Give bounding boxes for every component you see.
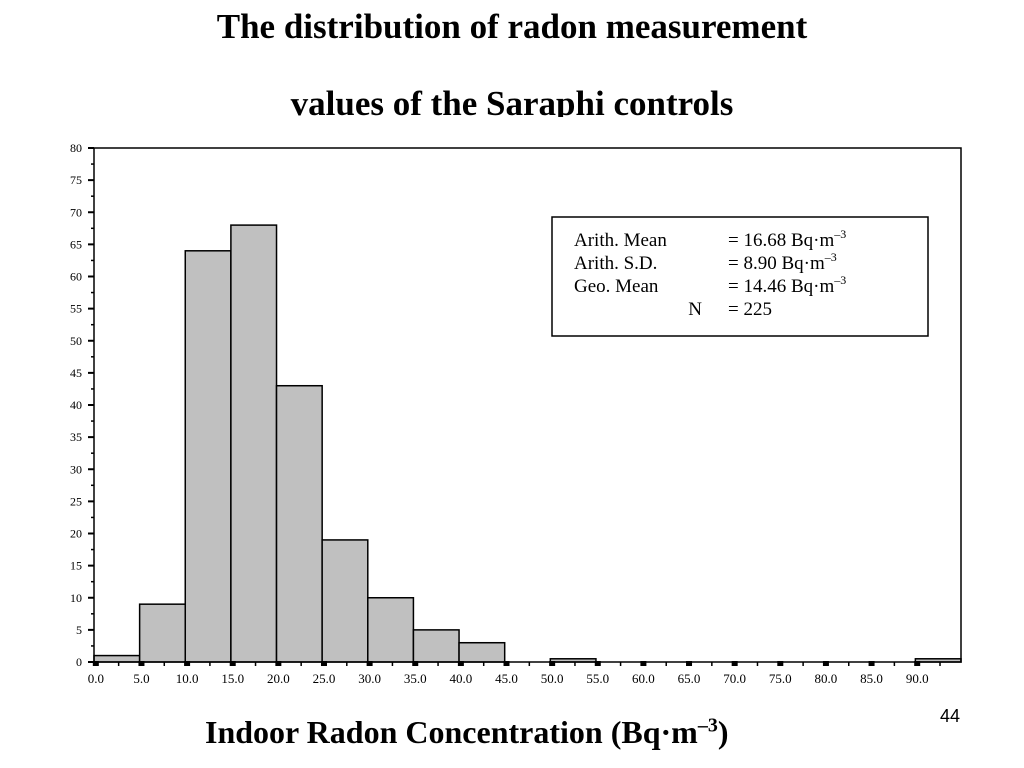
x-tick-14 <box>731 661 738 666</box>
y-tick-label-5: 25 <box>70 494 82 508</box>
histogram-bar-4 <box>275 384 323 663</box>
y-tick-label-8: 40 <box>70 398 82 412</box>
x-tick-label-17: 85.0 <box>860 671 883 686</box>
y-tick-label-6: 30 <box>70 462 82 476</box>
histogram-bar-8 <box>458 641 506 663</box>
stats-unit-superscript: –3 <box>833 273 846 287</box>
x-tick-16 <box>822 661 829 666</box>
x-tick-label-15: 75.0 <box>769 671 792 686</box>
stats-value-3: = 225 <box>728 299 772 320</box>
x-tick-9 <box>503 661 510 666</box>
x-tick-label-13: 65.0 <box>678 671 701 686</box>
x-tick-6 <box>366 661 373 666</box>
x-tick-17 <box>868 661 875 666</box>
stats-box <box>551 216 929 337</box>
x-axis-title-close: ) <box>717 714 729 750</box>
x-tick-15 <box>777 661 784 666</box>
x-tick-label-1: 5.0 <box>133 671 149 686</box>
x-tick-12 <box>640 661 647 666</box>
x-tick-label-3: 15.0 <box>221 671 244 686</box>
y-tick-label-7: 35 <box>70 430 82 444</box>
histogram-bar-0 <box>93 654 141 663</box>
histogram-bar-6 <box>367 597 415 663</box>
x-tick-label-9: 45.0 <box>495 671 518 686</box>
y-tick-label-4: 20 <box>70 527 82 541</box>
x-tick-18 <box>914 661 921 666</box>
stats-value-2: = 14.46 Bq·m–3 <box>728 273 846 297</box>
stats-label-3: N <box>688 299 702 320</box>
x-tick-label-10: 50.0 <box>541 671 564 686</box>
x-tick-11 <box>594 661 601 666</box>
x-tick-label-0: 0.0 <box>88 671 104 686</box>
x-tick-10 <box>549 661 556 666</box>
y-tick-label-11: 55 <box>70 302 82 316</box>
histogram-bar-2 <box>184 250 232 663</box>
x-tick-label-18: 90.0 <box>906 671 929 686</box>
stats-label-0: Arith. Mean <box>574 230 667 251</box>
y-tick-label-9: 45 <box>70 366 82 380</box>
chart-title-line-1: The distribution of radon measurement <box>216 7 808 46</box>
stats-value-0: = 16.68 Bq·m–3 <box>728 227 846 251</box>
y-tick-label-15: 75 <box>70 173 82 187</box>
y-tick-label-14: 70 <box>70 205 82 219</box>
y-tick-label-12: 60 <box>70 270 82 284</box>
y-tick-label-3: 15 <box>70 559 82 573</box>
stats-label-2: Geo. Mean <box>574 276 659 297</box>
x-tick-3 <box>229 661 236 666</box>
page-number: 44 <box>940 706 961 726</box>
x-tick-0 <box>92 661 99 666</box>
stats-label-1: Arith. S.D. <box>574 253 657 274</box>
x-tick-7 <box>412 661 419 666</box>
y-tick-label-13: 65 <box>70 237 82 251</box>
x-tick-label-8: 40.0 <box>450 671 473 686</box>
x-axis-title: Indoor Radon Concentration (Bq·m–3) <box>205 714 728 751</box>
x-tick-4 <box>275 661 282 666</box>
x-tick-13 <box>686 661 693 666</box>
x-tick-label-7: 35.0 <box>404 671 427 686</box>
x-tick-2 <box>184 661 191 666</box>
stats-unit-superscript: –3 <box>824 250 837 264</box>
x-axis-title-main: Indoor Radon Concentration (Bq·m <box>205 714 698 750</box>
x-tick-label-4: 20.0 <box>267 671 290 686</box>
x-tick-label-12: 60.0 <box>632 671 655 686</box>
x-tick-label-6: 30.0 <box>358 671 381 686</box>
histogram-bar-3 <box>230 224 278 663</box>
y-tick-label-0: 0 <box>76 655 82 669</box>
x-axis-title-superscript: –3 <box>697 714 718 737</box>
y-tick-label-1: 5 <box>76 623 82 637</box>
stats-value-1: = 8.90 Bq·m–3 <box>728 250 837 274</box>
y-tick-label-2: 10 <box>70 591 82 605</box>
histogram-bar-1 <box>138 603 187 663</box>
y-tick-label-10: 50 <box>70 334 82 348</box>
x-tick-label-11: 55.0 <box>586 671 609 686</box>
x-tick-label-16: 80.0 <box>815 671 838 686</box>
x-tick-label-14: 70.0 <box>723 671 746 686</box>
histogram-bar-5 <box>321 539 369 663</box>
x-tick-1 <box>138 661 145 666</box>
x-tick-5 <box>320 661 327 666</box>
histogram-bar-7 <box>412 629 460 663</box>
x-tick-label-2: 10.0 <box>176 671 199 686</box>
x-tick-8 <box>457 661 464 666</box>
chart-title-line-2: values of the Saraphi controls <box>290 86 734 117</box>
stats-unit-superscript: –3 <box>833 227 846 241</box>
x-tick-label-5: 25.0 <box>313 671 336 686</box>
y-tick-label-16: 80 <box>70 141 82 155</box>
